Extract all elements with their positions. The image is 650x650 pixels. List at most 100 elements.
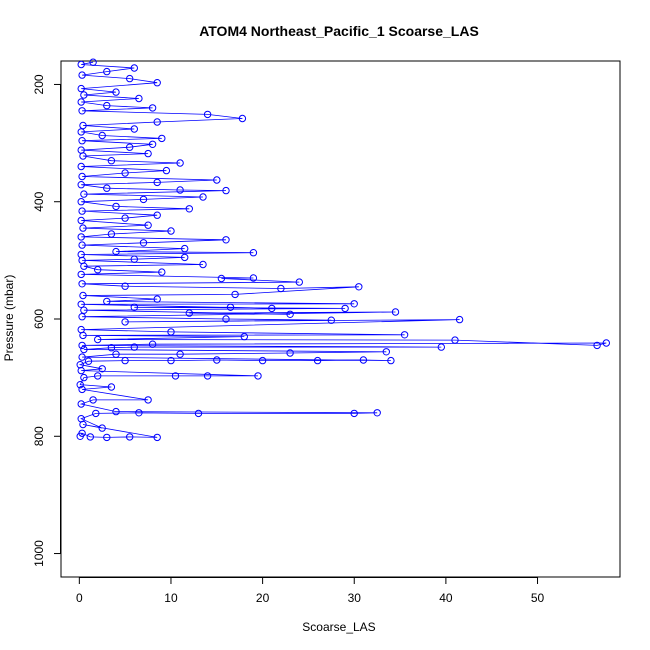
data-point	[144, 396, 152, 404]
data-point	[185, 205, 194, 213]
data-point	[238, 114, 247, 123]
data-point	[79, 291, 87, 300]
data-point	[112, 350, 120, 358]
data-point	[313, 356, 322, 365]
data-point	[121, 318, 129, 326]
data-point	[77, 300, 85, 308]
data-point	[387, 356, 395, 365]
data-point	[94, 335, 102, 344]
x-tick-label: 0	[76, 591, 83, 605]
data-point	[222, 186, 230, 195]
data-point	[130, 125, 139, 133]
data-point	[80, 345, 88, 354]
data-point	[107, 344, 116, 352]
data-point	[240, 332, 249, 341]
data-point	[77, 60, 85, 69]
data-point	[213, 356, 221, 364]
data-point	[249, 274, 258, 282]
data-point	[98, 424, 106, 432]
data-point	[77, 250, 85, 259]
data-point	[77, 162, 85, 171]
data-point	[77, 198, 85, 206]
data-point	[89, 58, 97, 66]
data-point	[148, 104, 157, 112]
data-point	[76, 381, 84, 389]
series-lines	[78, 61, 607, 438]
data-point	[112, 247, 120, 256]
data-point	[77, 270, 85, 279]
data-point	[126, 143, 134, 151]
y-axis: 200 400 600 800 1000	[32, 74, 61, 567]
data-point	[80, 373, 88, 382]
x-tick-label: 40	[439, 591, 453, 605]
y-tick-label: 600	[32, 309, 46, 329]
y-tick-label: 400	[32, 191, 46, 211]
data-point	[277, 284, 285, 293]
x-axis: 0 10 20 30 40 50	[76, 577, 545, 605]
data-point	[92, 409, 100, 418]
data-point	[135, 409, 143, 417]
data-point	[249, 249, 258, 257]
data-point	[94, 372, 102, 380]
data-point	[350, 409, 358, 418]
data-point	[350, 300, 358, 308]
y-tick-label: 800	[32, 426, 46, 446]
data-point	[86, 433, 95, 441]
data-point	[78, 353, 86, 361]
data-point	[112, 407, 120, 416]
series-points	[76, 58, 610, 442]
data-point	[148, 140, 157, 149]
data-point	[355, 283, 363, 291]
data-point	[226, 303, 235, 311]
data-point	[78, 71, 86, 79]
data-point	[121, 282, 129, 290]
data-point	[199, 193, 207, 201]
data-point	[176, 350, 184, 358]
data-point	[341, 304, 349, 313]
data-point	[359, 356, 368, 364]
data-point	[268, 304, 276, 313]
data-point	[199, 260, 207, 269]
data-point	[171, 372, 180, 380]
data-point	[77, 415, 85, 423]
data-point	[181, 244, 189, 253]
data-point	[84, 357, 93, 365]
data-point	[258, 356, 267, 365]
data-point	[158, 268, 166, 276]
data-point	[121, 356, 129, 365]
data-point	[78, 313, 86, 321]
y-tick-label: 200	[32, 74, 46, 94]
data-point	[373, 409, 381, 417]
data-point	[78, 385, 86, 394]
data-point	[76, 361, 84, 369]
data-point	[130, 255, 139, 263]
data-point	[194, 409, 203, 418]
data-point	[254, 372, 262, 380]
data-point	[77, 98, 85, 106]
data-point	[295, 278, 303, 286]
data-point	[103, 101, 111, 110]
data-point	[286, 310, 294, 318]
data-point	[158, 134, 166, 143]
y-tick-label: 1000	[32, 540, 46, 567]
data-point	[126, 433, 134, 441]
x-tick-label: 10	[164, 591, 178, 605]
data-point	[103, 67, 111, 76]
data-point	[139, 195, 148, 204]
data-point	[153, 433, 161, 442]
data-point	[78, 241, 86, 249]
data-point	[153, 211, 161, 219]
data-point	[167, 328, 175, 336]
data-point	[98, 131, 106, 140]
data-point	[77, 400, 85, 408]
x-tick-label: 30	[348, 591, 362, 605]
data-point	[153, 118, 161, 126]
data-point	[103, 433, 111, 442]
data-point	[144, 221, 152, 229]
data-point	[80, 190, 88, 198]
data-point	[77, 325, 85, 334]
data-point	[382, 348, 390, 356]
data-point	[121, 214, 129, 222]
data-point	[94, 266, 102, 274]
data-point	[80, 91, 88, 99]
